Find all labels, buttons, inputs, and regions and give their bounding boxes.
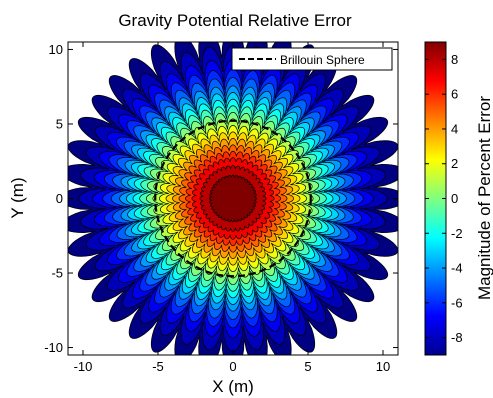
y-axis: -10 -5 0 5 10	[44, 42, 398, 355]
x-tick-label: 5	[304, 359, 311, 374]
x-tick-label: -5	[152, 359, 164, 374]
chart-title: Gravity Potential Relative Error	[118, 11, 352, 30]
x-tick-label: 0	[229, 359, 236, 374]
x-axis-label: X (m)	[212, 377, 254, 396]
colorbar-tick-label: 8	[451, 52, 458, 67]
colorbar-tick-label: -6	[451, 295, 463, 310]
legend-box	[231, 47, 393, 71]
colorbar-tick-label: 2	[451, 156, 458, 171]
colorbar-ticks: -8 -6 -4 -2 0 2 4 6 8	[425, 52, 463, 345]
legend: Brillouin Sphere	[231, 47, 393, 71]
contour-level	[209, 174, 257, 223]
colorbar-tick-label: -8	[451, 330, 463, 345]
y-tick-label: 0	[56, 191, 63, 206]
colorbar-tick-label: 0	[451, 191, 458, 206]
error-field	[68, 42, 398, 355]
colorbar-tick-label: 6	[451, 87, 458, 102]
y-tick-label: 5	[56, 116, 63, 131]
colorbar-tick-label: -2	[451, 226, 463, 241]
y-tick-label: 10	[49, 42, 63, 57]
y-tick-label: -5	[51, 266, 63, 281]
x-tick-label: -10	[74, 359, 93, 374]
colorbar-tick-label: 4	[451, 121, 458, 136]
y-tick-label: -10	[44, 340, 63, 355]
legend-entry-brillouin: Brillouin Sphere	[280, 53, 365, 67]
brillouin-sphere-circle	[154, 119, 312, 278]
y-axis-label: Y (m)	[8, 177, 27, 218]
x-axis: -10 -5 0 5 10	[74, 42, 390, 374]
colorbar-label: Magnitude of Percent Error	[475, 96, 493, 300]
colorbar-tick-label: -4	[451, 261, 463, 276]
x-tick-label: 10	[376, 359, 390, 374]
